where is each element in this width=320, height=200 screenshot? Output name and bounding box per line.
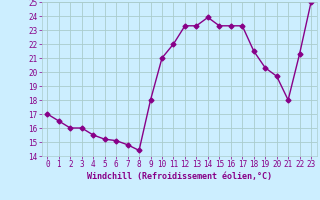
- X-axis label: Windchill (Refroidissement éolien,°C): Windchill (Refroidissement éolien,°C): [87, 172, 272, 181]
